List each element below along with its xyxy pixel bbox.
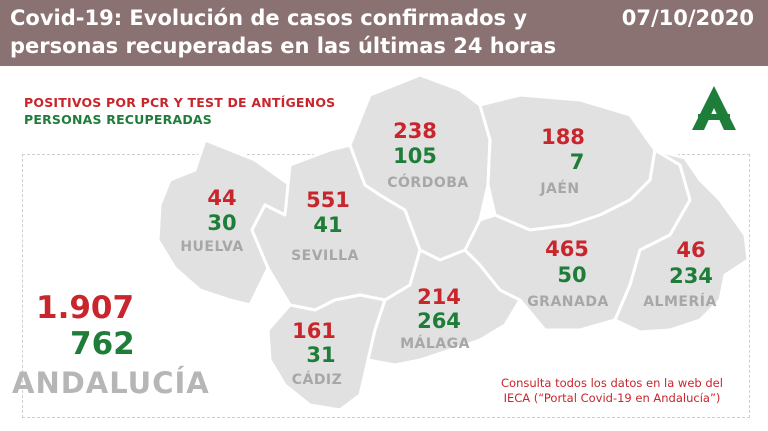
jaen-label: JAÉN xyxy=(540,181,580,197)
malaga-recovered: 264 xyxy=(417,309,461,333)
cordoba-recovered: 105 xyxy=(393,144,437,168)
consulta-note: Consulta todos los datos en la web del I… xyxy=(480,376,744,406)
junta-andalucia-logo-icon xyxy=(692,86,736,130)
total-positives: 1.907 xyxy=(36,290,135,326)
almeria-label: ALMERÍA xyxy=(643,294,717,310)
jaen-positives: 188 xyxy=(541,125,585,149)
huelva-recovered: 30 xyxy=(207,211,237,235)
consulta-line-1: Consulta todos los datos en la web del xyxy=(501,376,723,390)
malaga-positives: 214 xyxy=(417,285,461,309)
province-shape-malaga xyxy=(366,248,522,367)
total-recovered: 762 xyxy=(70,326,135,362)
almeria-positives: 46 xyxy=(676,238,706,262)
granada-positives: 465 xyxy=(545,237,589,261)
consulta-line-2: IECA (“Portal Covid-19 en Andalucía”) xyxy=(503,391,721,405)
page-title: Covid-19: Evolución de casos confirmados… xyxy=(10,6,557,58)
cadiz-positives: 161 xyxy=(292,319,336,343)
province-shape-almeria xyxy=(613,148,750,334)
legend-positives: POSITIVOS POR PCR Y TEST DE ANTÍGENOS xyxy=(24,95,336,110)
cadiz-recovered: 31 xyxy=(306,343,336,367)
granada-recovered: 50 xyxy=(557,263,587,287)
huelva-positives: 44 xyxy=(207,186,237,210)
cordoba-label: CÓRDOBA xyxy=(387,175,469,191)
huelva-label: HUELVA xyxy=(180,239,244,255)
jaen-recovered: 7 xyxy=(569,150,585,174)
granada-label: GRANADA xyxy=(527,294,609,310)
header-bar: Covid-19: Evolución de casos confirmados… xyxy=(0,0,768,66)
region-label: ANDALUCÍA xyxy=(12,366,210,400)
legend-recovered: PERSONAS RECUPERADAS xyxy=(24,112,212,127)
cadiz-label: CÁDIZ xyxy=(291,372,343,388)
sevilla-label: SEVILLA xyxy=(291,248,359,264)
cordoba-positives: 238 xyxy=(393,119,437,143)
sevilla-recovered: 41 xyxy=(313,213,343,237)
malaga-label: MÁLAGA xyxy=(400,336,470,352)
almeria-recovered: 234 xyxy=(669,264,713,288)
sevilla-positives: 551 xyxy=(306,188,350,212)
date-label: 07/10/2020 xyxy=(621,6,754,30)
